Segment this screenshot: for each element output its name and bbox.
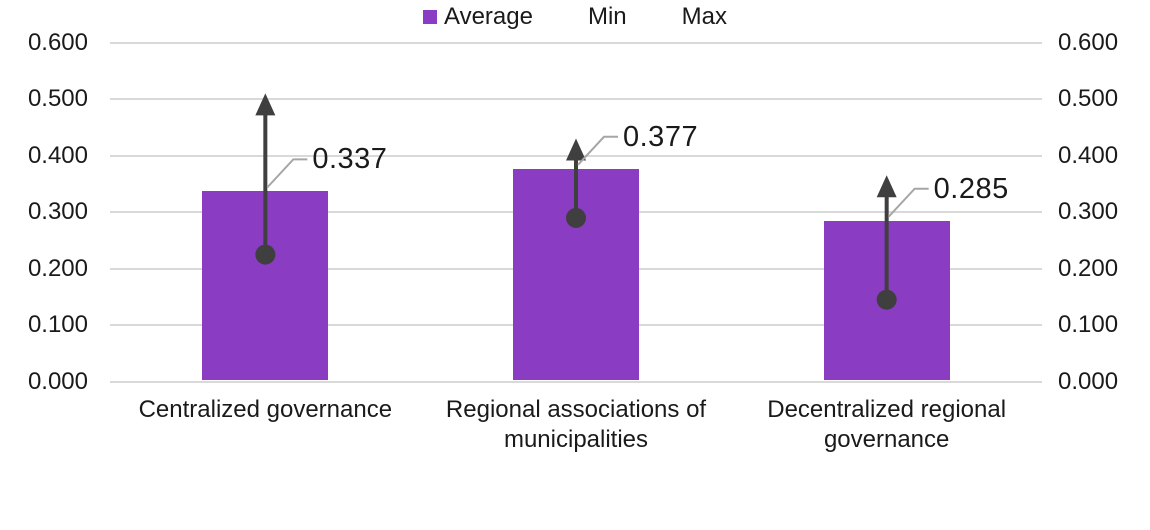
y-axis-tick-left: 0.300 (27, 198, 88, 226)
max-arrow-marker (566, 138, 586, 161)
legend-item-average: Average (423, 2, 533, 32)
legend-item-min: Min (567, 2, 627, 32)
max-swatch-hidden (661, 10, 675, 24)
data-label-leader-line (266, 158, 308, 189)
y-axis-tick-right: 0.300 (1058, 198, 1119, 226)
category-label-regional-associations-of-municipalities: Regional associations of municipalities (445, 396, 707, 453)
min-dot-marker (255, 244, 276, 265)
y-axis-tick-right: 0.500 (1058, 85, 1119, 113)
y-axis-tick-left: 0.000 (27, 367, 88, 395)
average-swatch (423, 10, 437, 24)
y-axis-tick-left: 0.600 (27, 29, 88, 56)
y-axis-tick-left: 0.100 (27, 311, 88, 339)
gridline (110, 380, 1042, 383)
gridline (110, 42, 1042, 44)
legend: Average Min Max (0, 0, 1150, 34)
category-label-decentralized-regional-governance: Decentralized regional governance (767, 396, 1007, 453)
category-label-centralized-governance: Centralized governance (138, 396, 393, 423)
y-axis-tick-left: 0.500 (27, 85, 88, 113)
min-swatch-hidden (567, 10, 581, 24)
legend-item-max: Max (661, 2, 727, 32)
legend-label-average: Average (444, 3, 533, 30)
gridline (110, 98, 1042, 101)
y-axis-tick-right: 0.200 (1058, 254, 1119, 282)
data-label: 0.337 (312, 143, 388, 176)
legend-label-max: Max (681, 3, 727, 30)
y-axis-tick-left: 0.400 (27, 141, 88, 169)
max-arrow-marker (876, 175, 897, 198)
y-axis-tick-right: 0.400 (1058, 141, 1119, 169)
data-label: 0.377 (623, 120, 699, 153)
data-label-leader-line (887, 187, 929, 218)
y-axis-tick-left: 0.200 (27, 254, 88, 282)
legend-label-min: Min (587, 3, 627, 30)
min-dot-marker (876, 289, 897, 310)
y-axis-tick-right: 0.600 (1058, 29, 1119, 56)
data-label: 0.285 (933, 172, 1009, 205)
data-label-leader-line (577, 135, 618, 166)
y-axis-tick-right: 0.000 (1058, 367, 1119, 395)
y-axis-tick-right: 0.100 (1058, 311, 1119, 339)
max-arrow-marker (255, 93, 276, 116)
min-dot-marker (566, 207, 586, 228)
